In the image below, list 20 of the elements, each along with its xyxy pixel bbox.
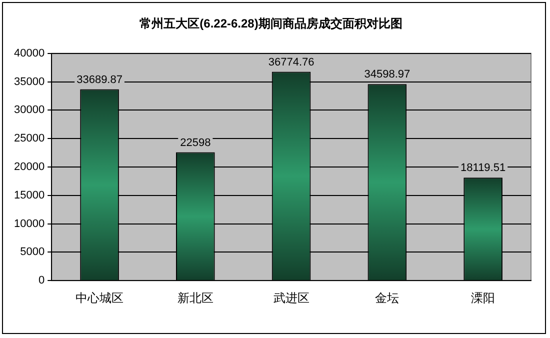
y-tick-label: 20000: [14, 161, 45, 174]
y-tick-label: 5000: [20, 246, 45, 258]
x-tick-label: 武进区: [273, 291, 310, 306]
data-label: 34598.97: [364, 68, 410, 81]
x-tick-label: 中心城区: [76, 291, 124, 306]
x-tick-label: 金坛: [375, 291, 400, 306]
chart-title: 常州五大区(6.22-6.28)期间商品房成交面积对比图: [140, 16, 402, 31]
y-tick-label: 40000: [14, 47, 45, 60]
data-label: 36774.76: [268, 56, 314, 68]
y-tick-label: 35000: [14, 76, 45, 88]
y-tick-label: 10000: [14, 218, 45, 230]
y-tick-label: 0: [38, 274, 45, 287]
y-tick-label: 15000: [14, 189, 45, 202]
data-label: 22598: [180, 136, 211, 149]
y-tick-label: 30000: [14, 104, 45, 116]
x-tick-label: 溧阳: [471, 291, 496, 306]
data-label: 33689.87: [76, 74, 122, 86]
y-tick-label: 25000: [14, 132, 45, 145]
data-label: 18119.51: [460, 162, 506, 174]
x-tick-label: 新北区: [177, 291, 214, 306]
